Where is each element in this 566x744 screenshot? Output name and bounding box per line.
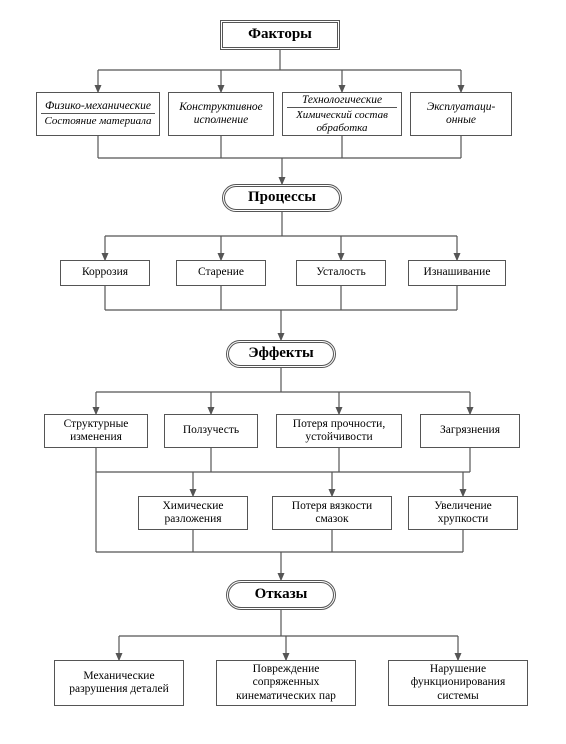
struct-label: Структурные изменения (49, 418, 143, 444)
node-struct: Структурные изменения (44, 414, 148, 448)
node-konstr: Конструктивное исполнение (168, 92, 274, 136)
header-factors: Факторы (220, 20, 340, 50)
chem-label: Химические разложения (143, 500, 243, 526)
header-processes-label: Процессы (248, 189, 316, 206)
node-fatigue: Усталость (296, 260, 386, 286)
aging-label: Старение (198, 266, 244, 279)
node-aging: Старение (176, 260, 266, 286)
node-tech: Технологические Химический состав обрабо… (282, 92, 402, 136)
fail-sys-label: Нарушение функционирования системы (393, 663, 523, 703)
header-effects-label: Эффекты (248, 345, 313, 362)
node-fail-sys: Нарушение функционирования системы (388, 660, 528, 706)
contam-label: Загрязнения (440, 424, 500, 437)
node-contam: Загрязнения (420, 414, 520, 448)
header-failures: Отказы (226, 580, 336, 610)
node-fail-mech: Механические разрушения деталей (54, 660, 184, 706)
header-effects: Эффекты (226, 340, 336, 368)
corrosion-label: Коррозия (82, 266, 128, 279)
creep-label: Ползучесть (183, 424, 239, 437)
ekspl-title: Эксплуатаци-онные (415, 101, 507, 127)
konstr-title: Конструктивное исполнение (173, 101, 269, 127)
header-failures-label: Отказы (255, 586, 308, 603)
brittle-label: Увеличение хрупкости (413, 500, 513, 526)
phys-mech-title: Физико-механические (45, 100, 151, 113)
header-factors-label: Факторы (248, 26, 312, 43)
header-processes: Процессы (222, 184, 342, 212)
node-fail-kinem: Повреждение сопряженных кинематических п… (216, 660, 356, 706)
node-brittle: Увеличение хрупкости (408, 496, 518, 530)
node-creep: Ползучесть (164, 414, 258, 448)
node-phys-mech: Физико-механические Состояние материала (36, 92, 160, 136)
node-visc: Потеря вязкости смазок (272, 496, 392, 530)
wear-label: Изнашивание (424, 266, 491, 279)
tech-sub: Химический состав обработка (287, 107, 397, 134)
node-chem: Химические разложения (138, 496, 248, 530)
fail-kinem-label: Повреждение сопряженных кинематических п… (221, 663, 351, 703)
node-ekspl: Эксплуатаци-онные (410, 92, 512, 136)
fail-mech-label: Механические разрушения деталей (59, 670, 179, 696)
node-strength: Потеря прочности, устойчивости (276, 414, 402, 448)
visc-label: Потеря вязкости смазок (277, 500, 387, 526)
tech-title: Технологические (302, 94, 382, 107)
phys-mech-sub: Состояние материала (41, 113, 155, 128)
strength-label: Потеря прочности, устойчивости (281, 418, 397, 444)
fatigue-label: Усталость (316, 266, 365, 279)
node-corrosion: Коррозия (60, 260, 150, 286)
node-wear: Изнашивание (408, 260, 506, 286)
